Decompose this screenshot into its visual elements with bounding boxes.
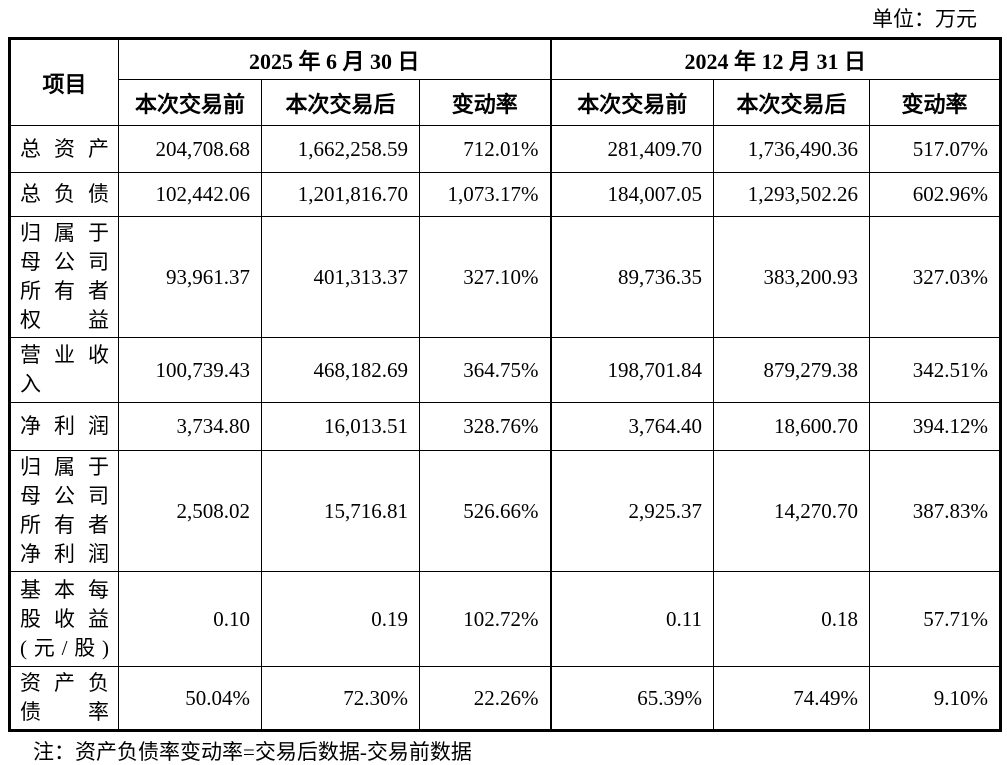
cell-value: 327.10%: [418, 216, 552, 338]
cell-value: 0.11: [549, 571, 715, 667]
financial-comparison-table: 项目 2025 年 6 月 30 日 2024 年 12 月 31 日 本次交易…: [8, 37, 1003, 732]
cell-value: 1,736,490.36: [713, 125, 871, 173]
cell-value: 387.83%: [869, 450, 1002, 572]
cell-value: 468,182.69: [261, 337, 420, 403]
cell-value: 1,662,258.59: [261, 125, 420, 173]
cell-value: 526.66%: [418, 450, 552, 572]
header-row-subcolumns: 本次交易前 本次交易后 变动率 本次交易前 本次交易后 变动率: [10, 79, 1002, 126]
cell-value: 712.01%: [418, 125, 552, 173]
cell-value: 342.51%: [869, 337, 1002, 403]
cell-value: 93,961.37: [118, 216, 262, 338]
row-label: 归属于 母公司 所有者 净利润: [9, 450, 119, 572]
cell-value: 0.10: [118, 571, 262, 667]
cell-value: 394.12%: [869, 402, 1002, 451]
cell-value: 0.18: [713, 571, 871, 667]
cell-value: 184,007.05: [549, 172, 715, 217]
table-row-basic-eps: 基本每 股收益 (元/股) 0.10 0.19 102.72% 0.11 0.1…: [9, 571, 1002, 667]
row-label: 基本每 股收益 (元/股): [9, 571, 119, 667]
row-label: 净利润: [9, 402, 119, 451]
header-date-2025: 2025 年 6 月 30 日: [117, 38, 552, 80]
cell-value: 14,270.70: [713, 450, 871, 572]
header-change-rate-2025: 变动率: [418, 79, 552, 126]
cell-value: 198,701.84: [549, 337, 715, 403]
cell-value: 2,508.02: [118, 450, 262, 572]
cell-value: 3,734.80: [118, 402, 262, 451]
table-row-total-liabilities: 总负债 102,442.06 1,201,816.70 1,073.17% 18…: [9, 172, 1002, 217]
cell-value: 383,200.93: [713, 216, 871, 338]
cell-value: 72.30%: [261, 666, 420, 731]
cell-value: 328.76%: [418, 402, 552, 451]
header-row-dates: 项目 2025 年 6 月 30 日 2024 年 12 月 31 日: [9, 38, 1002, 126]
row-label: 资产负 债率: [9, 666, 119, 731]
row-label: 总资产: [9, 125, 119, 173]
cell-value: 401,313.37: [261, 216, 420, 338]
table-row-parent-equity: 归属于 母公司 所有者 权益 93,961.37 401,313.37 327.…: [9, 216, 1002, 338]
header-post-transaction-2024: 本次交易后: [713, 79, 871, 126]
cell-value: 1,293,502.26: [713, 172, 871, 217]
header-date-2024: 2024 年 12 月 31 日: [549, 38, 1002, 80]
cell-value: 1,201,816.70: [261, 172, 420, 217]
cell-value: 602.96%: [869, 172, 1002, 217]
cell-value: 89,736.35: [549, 216, 715, 338]
table-row-debt-ratio: 资产负 债率 50.04% 72.30% 22.26% 65.39% 74.49…: [9, 666, 1002, 731]
cell-value: 100,739.43: [118, 337, 262, 403]
unit-label: 单位：万元: [872, 7, 977, 31]
cell-value: 18,600.70: [713, 402, 871, 451]
cell-value: 102,442.06: [118, 172, 262, 217]
cell-value: 16,013.51: [261, 402, 420, 451]
cell-value: 1,073.17%: [418, 172, 552, 217]
header-item-column: 项目: [9, 38, 119, 126]
row-label: 归属于 母公司 所有者 权益: [9, 216, 119, 338]
cell-value: 74.49%: [713, 666, 871, 731]
table-row-net-profit: 净利润 3,734.80 16,013.51 328.76% 3,764.40 …: [9, 402, 1002, 451]
cell-value: 57.71%: [869, 571, 1002, 667]
cell-value: 15,716.81: [261, 450, 420, 572]
cell-value: 327.03%: [869, 216, 1002, 338]
cell-value: 22.26%: [418, 666, 552, 731]
cell-value: 9.10%: [869, 666, 1002, 731]
header-pre-transaction-2025: 本次交易前: [118, 79, 262, 126]
cell-value: 204,708.68: [118, 125, 262, 173]
cell-value: 50.04%: [118, 666, 262, 731]
cell-value: 0.19: [261, 571, 420, 667]
cell-value: 879,279.38: [713, 337, 871, 403]
cell-value: 102.72%: [418, 571, 552, 667]
header-post-transaction-2025: 本次交易后: [261, 79, 420, 126]
table-row-total-assets: 总资产 204,708.68 1,662,258.59 712.01% 281,…: [9, 125, 1002, 173]
cell-value: 281,409.70: [549, 125, 715, 173]
cell-value: 65.39%: [549, 666, 715, 731]
cell-value: 364.75%: [418, 337, 552, 403]
cell-value: 3,764.40: [549, 402, 715, 451]
cell-value: 517.07%: [869, 125, 1002, 173]
row-label: 营业收 入: [9, 337, 119, 403]
table-row-parent-net-profit: 归属于 母公司 所有者 净利润 2,508.02 15,716.81 526.6…: [9, 450, 1002, 572]
header-change-rate-2024: 变动率: [869, 79, 1002, 126]
cell-value: 2,925.37: [549, 450, 715, 572]
footnote: 注：资产负债率变动率=交易后数据-交易前数据: [33, 740, 472, 764]
header-pre-transaction-2024: 本次交易前: [549, 79, 715, 126]
row-label: 总负债: [9, 172, 119, 217]
table-row-operating-revenue: 营业收 入 100,739.43 468,182.69 364.75% 198,…: [9, 337, 1002, 403]
